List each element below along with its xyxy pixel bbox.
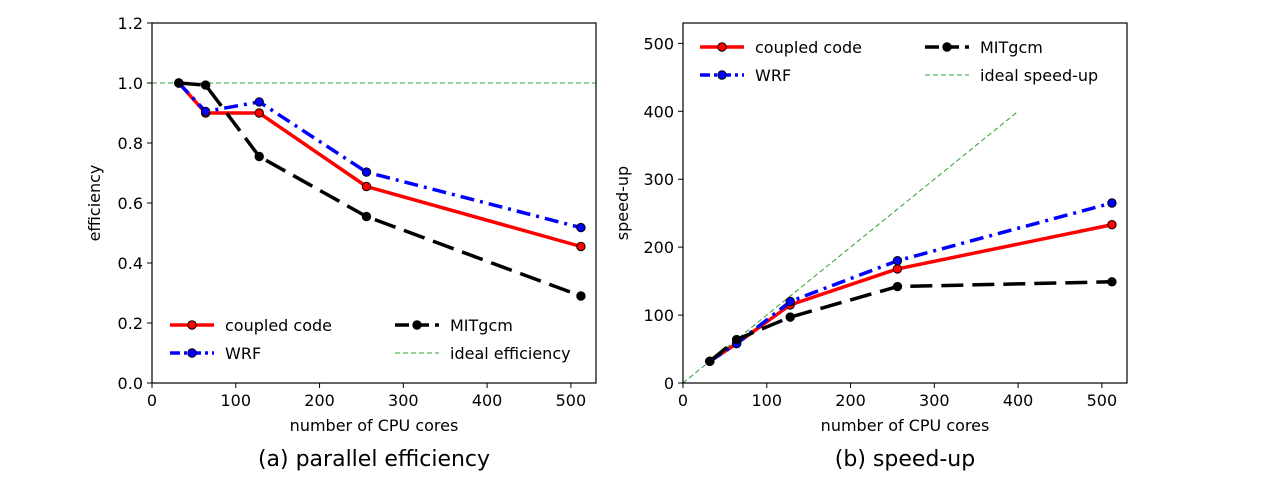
legend-marker [942, 42, 952, 52]
data-point [1107, 220, 1117, 230]
x-tick-label: 500 [556, 391, 587, 410]
series-line-wrf [177, 81, 582, 230]
legend-label: coupled code [225, 316, 332, 335]
legend: coupled code WRF MITgcm ideal speed-up [700, 38, 1098, 85]
data-point [1107, 277, 1117, 287]
y-axis-label: speed-up [613, 166, 632, 240]
legend-label: MITgcm [980, 38, 1043, 57]
legend-label: ideal efficiency [450, 344, 571, 363]
y-tick-label: 0 [664, 374, 674, 393]
data-point [361, 181, 372, 192]
x-tick-label: 200 [835, 391, 866, 410]
legend-label: coupled code [755, 38, 862, 57]
legend-label: MITgcm [450, 316, 513, 335]
legend-label: WRF [755, 66, 791, 85]
data-point [200, 80, 211, 90]
y-tick-label: 400 [643, 102, 674, 121]
legend-marker [187, 348, 197, 358]
x-tick-label: 0 [678, 391, 688, 410]
panel-caption: (b) speed-up [835, 447, 975, 472]
x-tick-label: 300 [919, 391, 950, 410]
y-tick-label: 1.0 [118, 74, 143, 93]
plot-frame [682, 22, 1128, 384]
legend-label: ideal speed-up [980, 66, 1098, 85]
data-point [892, 256, 903, 266]
y-tick-label: 0.0 [118, 374, 143, 393]
series-line-coupled-code [708, 223, 1113, 363]
plot-frame [151, 22, 597, 384]
y-tick-label: 500 [643, 34, 674, 53]
x-tick-label: 300 [388, 391, 419, 410]
data-point [361, 211, 372, 222]
data-point [1107, 198, 1117, 208]
x-axis-label: number of CPU cores [290, 416, 459, 435]
y-tick-label: 0.6 [118, 194, 143, 213]
y-axis-label: efficiency [85, 165, 104, 242]
data-point [254, 151, 264, 162]
data-point [731, 334, 742, 345]
x-tick-label: 500 [1087, 391, 1118, 410]
x-tick-label: 400 [1003, 391, 1034, 410]
chart-panel-b: 0 100 200 300 400 500 0 100 200 300 400 500 number o… [613, 22, 1128, 472]
legend-marker [412, 320, 422, 330]
data-point [254, 97, 264, 107]
legend-marker [187, 320, 197, 330]
data-point [785, 296, 795, 307]
data-point [576, 222, 586, 233]
legend: coupled code WRF MITgcm ideal efficiency [170, 316, 571, 363]
legend-label: WRF [225, 344, 261, 363]
y-tick-label: 0.8 [118, 134, 143, 153]
x-tick-label: 200 [304, 391, 335, 410]
y-tick-label: 200 [643, 238, 674, 257]
legend-marker [717, 42, 727, 52]
series-line-mitgcm [178, 81, 582, 298]
y-tick-label: 300 [643, 170, 674, 189]
data-point [785, 312, 795, 322]
y-tick-label: 0.2 [118, 314, 143, 333]
data-point [200, 106, 211, 117]
x-tick-label: 400 [472, 391, 503, 410]
chart-panel-a: 0 100 200 300 400 500 0.0 0.2 0.4 0.6 0.8 1.0 1.2 num… [85, 14, 597, 472]
data-point [892, 264, 903, 274]
data-point [254, 108, 264, 118]
legend-marker [717, 70, 727, 80]
x-axis-label: number of CPU cores [821, 416, 990, 435]
x-tick-label: 100 [221, 391, 252, 410]
data-point [576, 291, 586, 301]
y-tick-label: 100 [643, 306, 674, 325]
data-point [174, 78, 184, 88]
y-tick-label: 0.4 [118, 254, 143, 273]
x-tick-label: 100 [752, 391, 783, 410]
data-point [705, 356, 715, 366]
data-point [576, 241, 586, 252]
x-tick-label: 0 [147, 391, 157, 410]
data-point [892, 281, 903, 292]
panel-caption: (a) parallel efficiency [258, 447, 490, 472]
data-point [361, 167, 372, 177]
y-tick-label: 1.2 [118, 14, 143, 33]
